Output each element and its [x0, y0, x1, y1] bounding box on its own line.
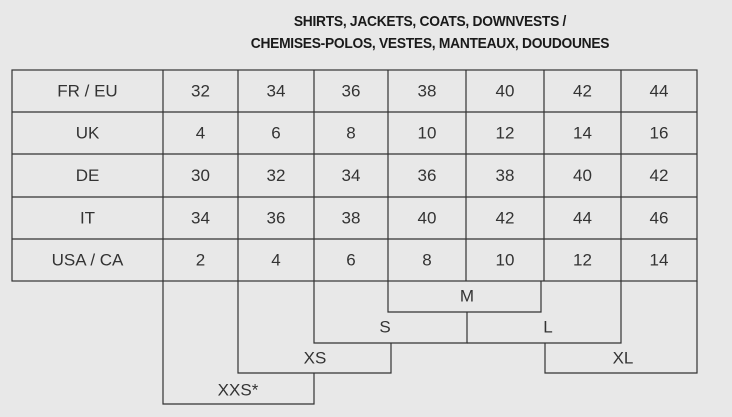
size-cell: 8	[346, 124, 355, 143]
size-cell: 14	[650, 251, 669, 270]
size-cell: 4	[196, 124, 205, 143]
size-cell: 42	[496, 209, 515, 228]
size-cell: 16	[650, 124, 669, 143]
size-cell: 6	[271, 124, 280, 143]
row-label: IT	[80, 209, 95, 228]
size-cell: 10	[496, 251, 515, 270]
size-cell: 36	[342, 82, 361, 101]
size-cell: 40	[573, 166, 592, 185]
row-label: UK	[76, 124, 100, 143]
size-cell: 4	[271, 251, 280, 270]
size-cell: 38	[418, 82, 437, 101]
chart-title-line-2: CHEMISES-POLOS, VESTES, MANTEAUX, DOUDOU…	[250, 35, 610, 52]
size-cell: 2	[196, 251, 205, 270]
chart-title-line-1: SHIRTS, JACKETS, COATS, DOWNVESTS /	[293, 13, 567, 30]
size-label-s: S	[379, 318, 390, 337]
size-cell: 32	[191, 82, 210, 101]
size-cell: 46	[650, 209, 669, 228]
xl-bracket	[544, 281, 698, 374]
size-label-l: L	[543, 318, 552, 337]
size-cell: 34	[191, 209, 210, 228]
size-label-xxs: XXS*	[218, 381, 259, 400]
size-cell: 12	[496, 124, 515, 143]
xs-bracket	[237, 281, 392, 374]
l-bracket	[467, 281, 622, 344]
size-cell: 30	[191, 166, 210, 185]
size-cell: 44	[650, 82, 669, 101]
size-cell: 36	[418, 166, 437, 185]
size-cell: 34	[267, 82, 286, 101]
size-cell: 36	[267, 209, 286, 228]
xxs-bracket	[162, 281, 315, 405]
size-cell: 40	[418, 209, 437, 228]
size-cell: 6	[346, 251, 355, 270]
size-cell: 42	[650, 166, 669, 185]
size-cell: 40	[496, 82, 515, 101]
row-label: DE	[76, 166, 100, 185]
size-table-border	[11, 69, 698, 282]
size-cell: 8	[422, 251, 431, 270]
size-label-xs: XS	[304, 349, 327, 368]
size-cell: 38	[496, 166, 515, 185]
size-cell: 12	[573, 251, 592, 270]
size-cell: 14	[573, 124, 592, 143]
size-cell: 44	[573, 209, 592, 228]
s-bracket	[313, 281, 468, 344]
size-cell: 10	[418, 124, 437, 143]
size-cell: 32	[267, 166, 286, 185]
size-cell: 42	[573, 82, 592, 101]
size-cell: 38	[342, 209, 361, 228]
row-label: USA / CA	[52, 251, 124, 270]
size-label-m: M	[460, 287, 474, 306]
size-label-xl: XL	[613, 349, 634, 368]
row-label: FR / EU	[57, 82, 117, 101]
m-bracket	[387, 281, 542, 313]
size-cell: 34	[342, 166, 361, 185]
